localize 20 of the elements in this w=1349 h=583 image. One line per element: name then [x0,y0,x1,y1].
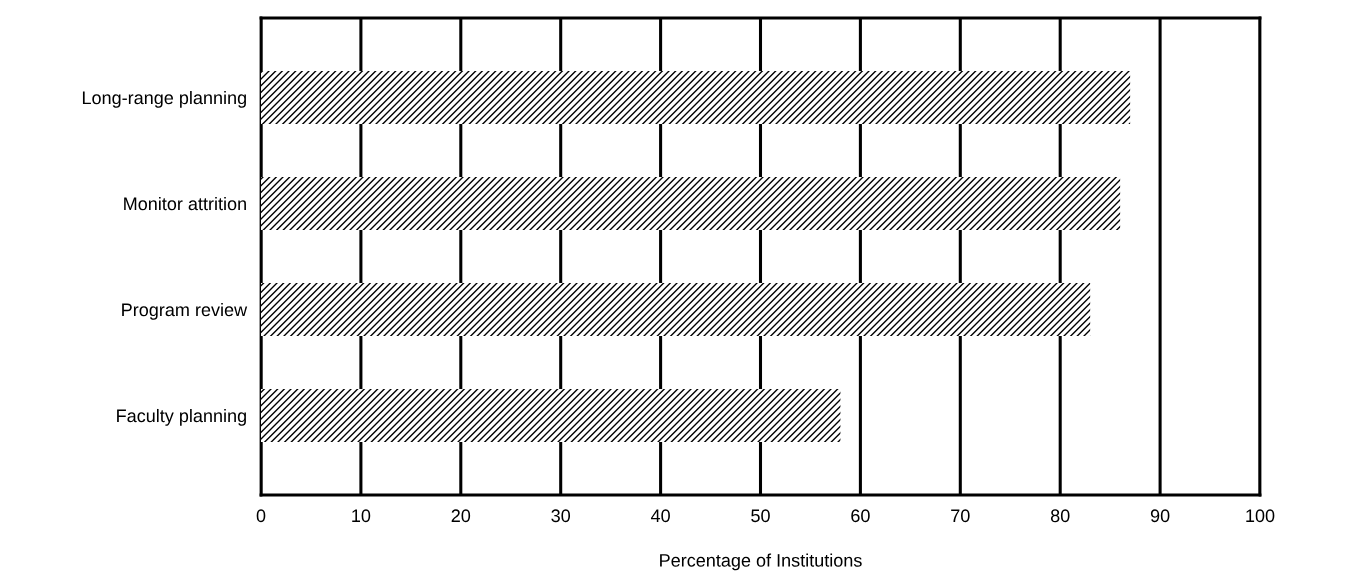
bar [261,177,1121,230]
bar [261,389,841,442]
y-tick-label: Program review [122,302,248,320]
x-tick-label: 70 [951,509,970,523]
bar [261,283,1091,336]
x-tick-label: 0 [256,509,266,523]
x-tick-label: 30 [551,509,571,523]
x-axis-title: Percentage of Institutions [660,553,862,571]
y-tick-label: Faculty planning [117,408,246,426]
x-tick-label: 90 [1150,509,1170,523]
x-tick-label: 100 [1246,509,1275,523]
x-tick-label: 10 [352,509,371,523]
x-tick-label: 20 [451,509,471,523]
x-tick-label: 80 [1050,509,1070,523]
y-tick-label: Monitor attrition [124,196,246,211]
x-tick-label: 60 [851,509,870,523]
bar [261,71,1131,124]
x-tick-label: 50 [751,509,770,523]
y-tick-label: Long-range planning [82,90,246,108]
x-tick-label: 40 [650,509,670,523]
